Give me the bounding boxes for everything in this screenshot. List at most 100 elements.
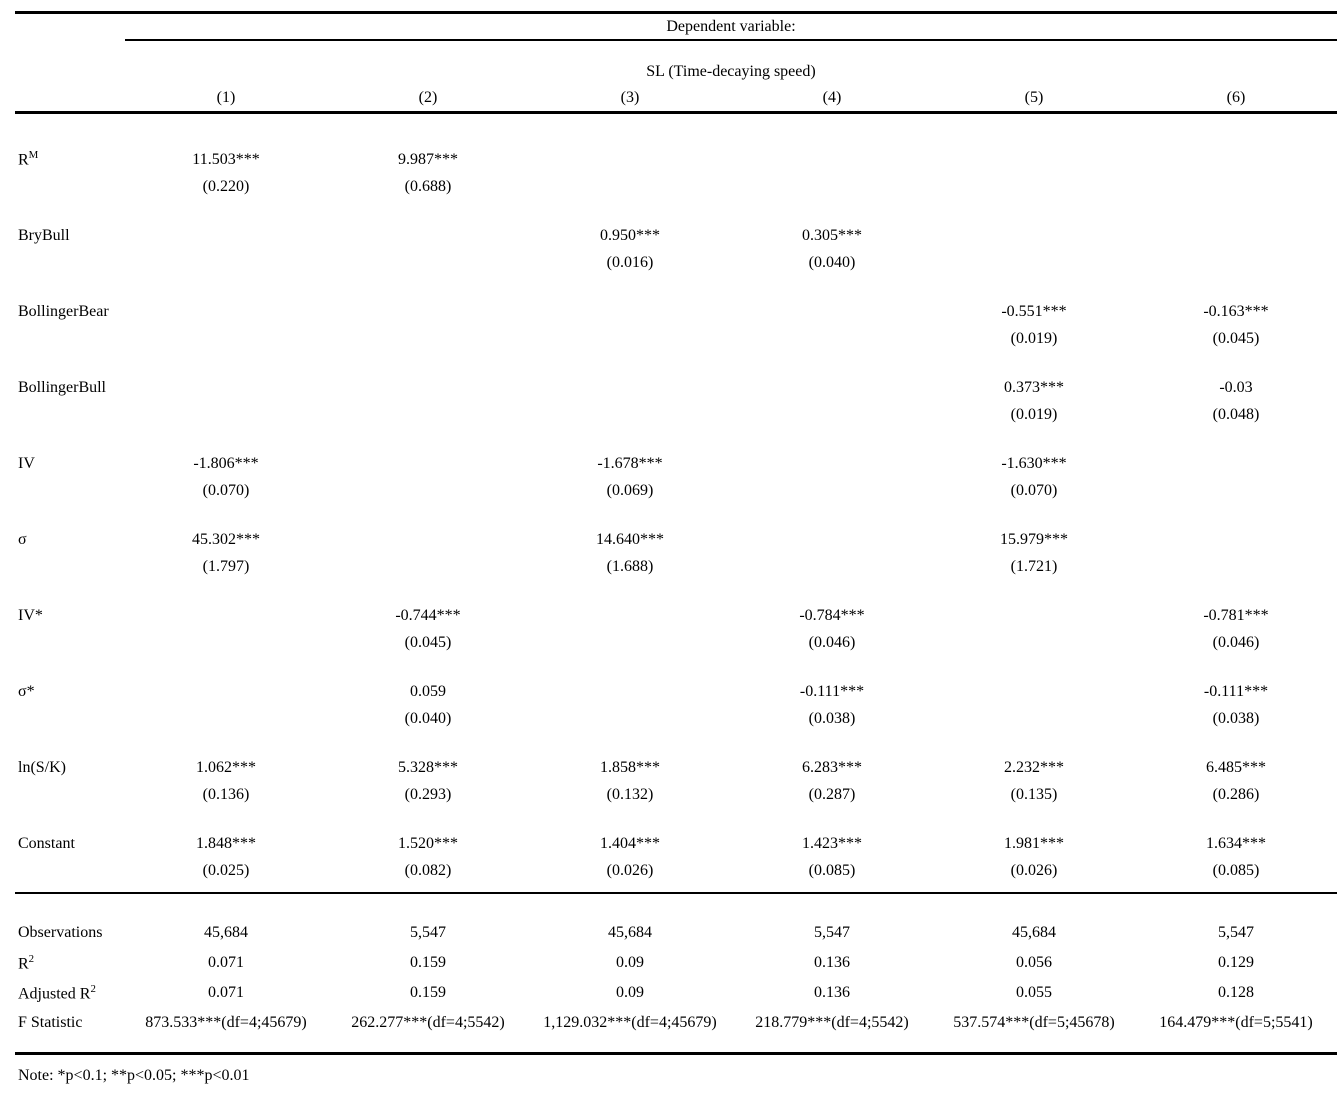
- coefficient-value: 0.950***: [600, 226, 660, 244]
- coefficient-value: -1.678***: [597, 454, 663, 472]
- coefficient-row: BollingerBull 0.373*** -0.03: [15, 374, 1337, 401]
- stat-value: 0.159: [410, 984, 446, 1001]
- standard-error-value: [529, 705, 731, 732]
- coefficient-value: -0.781***: [1203, 606, 1269, 624]
- coefficient-value: 14.640***: [596, 530, 664, 548]
- row-spacer: [15, 808, 1337, 830]
- header-spacer-cell: [15, 59, 125, 85]
- standard-error-value: [933, 629, 1135, 656]
- standard-error-row: (0.136) (0.293) (0.132) (0.287) (0.135) …: [15, 781, 1337, 808]
- standard-error-row: (0.045) (0.046) (0.046): [15, 629, 1337, 656]
- standard-error-value: (0.136): [202, 785, 250, 803]
- coefficient-row: RM 11.503*** 9.987***: [15, 146, 1337, 173]
- coefficient-row: IV -1.806*** -1.678*** -1.630***: [15, 450, 1337, 477]
- standard-error-value: (0.293): [404, 785, 452, 803]
- coefficient-value: [933, 602, 1135, 629]
- coefficient-value: 1.858***: [600, 758, 660, 776]
- standard-error-value: [1135, 249, 1337, 276]
- stat-value: 218.779***(df=4;5542): [755, 1014, 909, 1031]
- empty-label-cell: [15, 705, 125, 732]
- stats-divider-rule: [15, 892, 1337, 918]
- standard-error-value: (0.132): [606, 785, 654, 803]
- stat-value: 0.056: [1016, 954, 1052, 971]
- note-row: Note: *p<0.1; **p<0.05; ***p<0.01: [15, 1054, 1337, 1090]
- standard-error-value: (0.045): [404, 633, 452, 651]
- column-header: (4): [731, 85, 933, 114]
- coefficient-value: [731, 526, 933, 553]
- variable-label: σ: [18, 530, 27, 548]
- table-note: Note: *p<0.1; **p<0.05; ***p<0.01: [18, 1067, 250, 1084]
- stat-row: F Statistic 873.533***(df=4;45679) 262.2…: [15, 1008, 1337, 1038]
- coefficient-value: [529, 602, 731, 629]
- standard-error-value: (1.688): [606, 557, 654, 575]
- empty-label-cell: [15, 325, 125, 352]
- stat-label: Observations: [18, 924, 103, 941]
- standard-error-value: (0.085): [1212, 861, 1260, 879]
- standard-error-row: (0.025) (0.082) (0.026) (0.085) (0.026) …: [15, 857, 1337, 884]
- stat-value: 0.055: [1016, 984, 1052, 1001]
- row-spacer: [15, 580, 1337, 602]
- coefficient-value: [125, 678, 327, 705]
- coefficient-row: σ* 0.059 -0.111*** -0.111***: [15, 678, 1337, 705]
- stat-label: Adjusted R2: [18, 982, 96, 1003]
- variable-label-superscript: M: [28, 149, 39, 162]
- coefficient-value: -0.744***: [395, 606, 461, 624]
- standard-error-row: (1.797) (1.688) (1.721): [15, 553, 1337, 580]
- coefficient-value: [731, 374, 933, 401]
- standard-error-value: [529, 325, 731, 352]
- coefficient-value: [731, 450, 933, 477]
- standard-error-value: [731, 477, 933, 504]
- stat-value: 1,129.032***(df=4;45679): [543, 1014, 717, 1031]
- coefficient-value: [1135, 526, 1337, 553]
- standard-error-value: (0.046): [808, 633, 856, 651]
- coefficient-row: BollingerBear -0.551*** -0.163***: [15, 298, 1337, 325]
- stat-label-superscript: 2: [90, 982, 96, 995]
- standard-error-value: [731, 401, 933, 428]
- row-spacer: [15, 352, 1337, 374]
- standard-error-value: [529, 173, 731, 200]
- standard-error-value: (0.286): [1212, 785, 1260, 803]
- coefficient-value: -0.111***: [799, 682, 865, 700]
- standard-error-value: [731, 173, 933, 200]
- standard-error-value: (0.688): [404, 177, 452, 195]
- standard-error-value: (0.026): [1010, 861, 1058, 879]
- stat-value: 0.159: [410, 954, 446, 971]
- stat-label-superscript: 2: [28, 952, 35, 965]
- coefficient-value: [1135, 222, 1337, 249]
- dependent-variable-name-row: SL (Time-decaying speed): [15, 59, 1337, 85]
- standard-error-value: (0.038): [808, 709, 856, 727]
- coefficient-value: [125, 298, 327, 325]
- row-spacer: [15, 40, 1337, 59]
- coefficient-value: [933, 222, 1135, 249]
- standard-error-value: (0.040): [404, 709, 452, 727]
- row-spacer: [15, 732, 1337, 754]
- standard-error-value: (0.070): [1010, 481, 1058, 499]
- standard-error-value: [933, 249, 1135, 276]
- coefficient-value: 1.848***: [196, 834, 256, 852]
- standard-error-value: (0.026): [606, 861, 654, 879]
- stat-row: Observations 45,684 5,547 45,684 5,547 4…: [15, 918, 1337, 948]
- coefficient-value: [125, 222, 327, 249]
- standard-error-value: (0.287): [808, 785, 856, 803]
- stat-row: Adjusted R2 0.071 0.159 0.09 0.136 0.055…: [15, 978, 1337, 1008]
- empty-label-cell: [15, 857, 125, 884]
- column-header-row: (1) (2) (3) (4) (5) (6): [15, 85, 1337, 114]
- header-spacer-cell: [15, 85, 125, 114]
- standard-error-row: (0.016) (0.040): [15, 249, 1337, 276]
- stat-value: 0.071: [208, 954, 244, 971]
- stat-value: 45,684: [204, 924, 248, 941]
- standard-error-value: (0.019): [1010, 405, 1058, 423]
- coefficient-value: 1.423***: [802, 834, 862, 852]
- stat-value: 0.129: [1218, 954, 1254, 971]
- coefficient-value: 45.302***: [192, 530, 260, 548]
- row-spacer: [15, 504, 1337, 526]
- stat-value: 0.136: [814, 954, 850, 971]
- stat-value: 0.071: [208, 984, 244, 1001]
- coefficient-value: [1135, 146, 1337, 173]
- standard-error-value: (1.797): [202, 557, 250, 575]
- coefficient-value: 6.485***: [1206, 758, 1266, 776]
- coefficient-value: 0.373***: [1004, 378, 1064, 396]
- coefficient-value: [731, 146, 933, 173]
- standard-error-value: [529, 629, 731, 656]
- column-header: (1): [125, 85, 327, 114]
